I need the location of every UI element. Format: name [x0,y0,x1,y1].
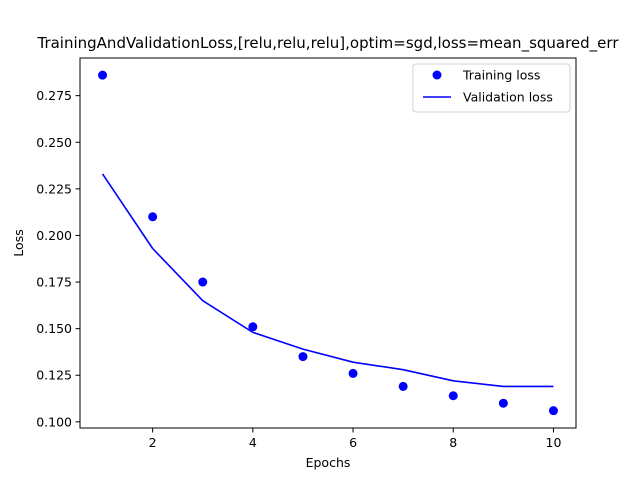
y-axis-label: Loss [11,229,26,256]
x-tick-label: 10 [546,435,562,450]
training-loss-point [98,70,108,80]
validation-loss-line [101,173,554,388]
legend-training-label: Training loss [462,68,540,83]
training-loss-point [198,277,208,287]
y-tick-label: 0.250 [36,135,72,150]
y-tick-label: 0.175 [36,275,72,290]
training-loss-point [548,406,558,416]
legend-validation-label: Validation loss [463,90,553,105]
y-tick-label: 0.200 [36,228,72,243]
y-tick-label: 0.125 [36,368,72,383]
x-axis-ticks: 2 4 6 8 10 [149,428,562,450]
training-loss-point [448,391,458,401]
training-loss-points [98,70,558,416]
y-tick-label: 0.275 [36,88,72,103]
y-axis-ticks: 0.100 0.125 0.150 0.175 0.200 0.225 0.250 0.275 [36,88,80,429]
x-tick-label: 6 [349,435,357,450]
training-loss-point [248,322,258,332]
legend: Training loss Validation loss [412,63,571,113]
plot-frame [79,57,577,429]
legend-box [412,63,571,113]
y-tick-label: 0.100 [36,414,72,429]
training-loss-point [348,368,358,378]
x-tick-label: 4 [249,435,257,450]
training-loss-point [398,381,408,391]
x-axis-label: Epochs [306,455,351,470]
legend-training-marker [432,70,442,80]
y-tick-label: 0.150 [36,321,72,336]
x-tick-label: 8 [449,435,457,450]
chart-title: TrainingAndValidationLoss,[relu,relu,rel… [36,34,619,53]
plot-area [80,58,576,428]
training-loss-point [498,398,508,408]
training-loss-point [148,212,158,222]
y-tick-label: 0.225 [36,181,72,196]
training-loss-point [298,352,308,362]
x-tick-label: 2 [149,435,157,450]
